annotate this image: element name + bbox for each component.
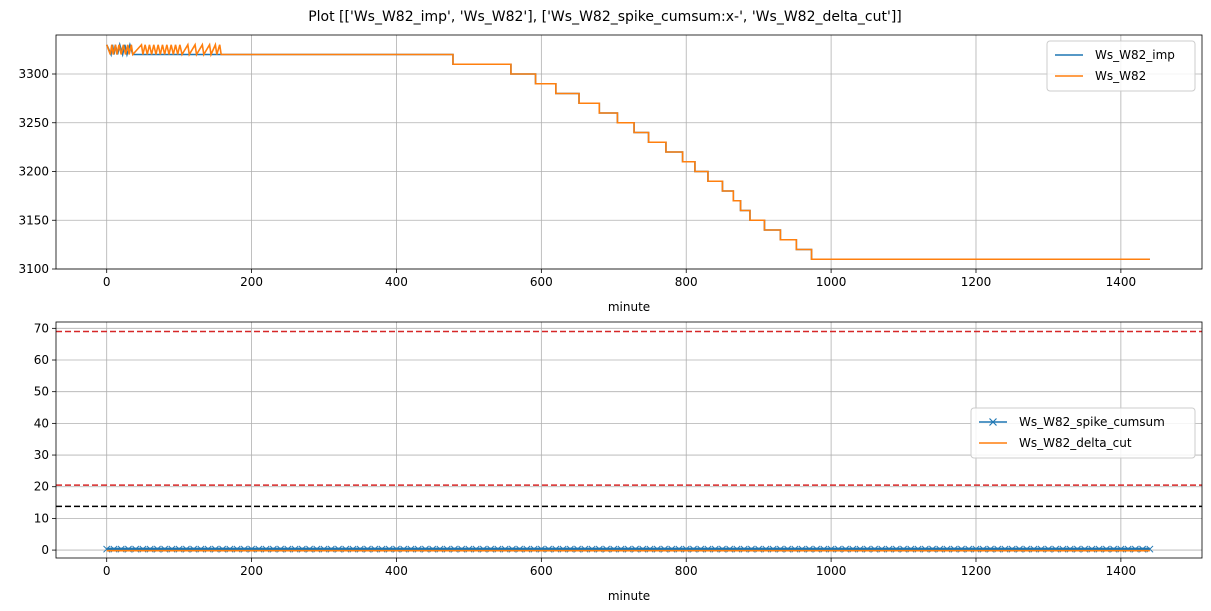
x-axis-title: minute [608,589,650,603]
legend-box [1046,40,1196,92]
x-tick-label: 800 [675,275,698,289]
x-tick-label: 1400 [1106,564,1137,578]
y-tick-label: 70 [34,321,49,335]
y-tick-label: 3200 [18,165,49,179]
y-tick-label: 3150 [18,213,49,227]
y-tick-label: 60 [34,353,49,367]
top-axes: 0 200 400 600 800 1000 1200 1400 3100 3150 3200 325… [18,34,1203,314]
y-tick-label: 3300 [18,67,49,81]
x-tick-label: 1400 [1106,275,1137,289]
y-tick-label: 30 [34,448,49,462]
x-tick-label: 0 [103,564,111,578]
y-tick-label: 20 [34,480,49,494]
legend-label: Ws_W82_delta_cut [1019,436,1132,450]
x-tick-label: 0 [103,275,111,289]
x-axis-title: minute [608,300,650,314]
x-tick-label: 1200 [961,275,992,289]
axes-frame [55,321,1203,559]
legend-label: Ws_W82 [1095,69,1146,83]
y-tick-label: 40 [34,416,49,430]
axes-frame [55,34,1203,270]
y-tick-label: 0 [41,543,49,557]
legend-label: Ws_W82_spike_cumsum [1019,415,1165,429]
x-tick-label: 600 [530,275,553,289]
legend-label: Ws_W82_imp [1095,48,1175,62]
y-tick-label: 3100 [18,262,49,276]
y-tick-label: 3250 [18,116,49,130]
legend-marker [989,418,997,426]
x-tick-label: 400 [385,564,408,578]
x-tick-label: 1200 [961,564,992,578]
x-tick-label: 1000 [816,564,847,578]
y-tick-label: 10 [34,511,49,525]
legend: Ws_W82_imp Ws_W82 [1046,40,1196,92]
y-tick-label: 50 [34,385,49,399]
figure-title: Plot [['Ws_W82_imp', 'Ws_W82'], ['Ws_W82… [308,9,902,25]
x-tick-label: 1000 [816,275,847,289]
x-tick-label: 800 [675,564,698,578]
x-tick-label: 200 [240,564,263,578]
x-tick-label: 200 [240,275,263,289]
x-tick-label: 600 [530,564,553,578]
legend: Ws_W82_spike_cumsum Ws_W82_delta_cut [970,407,1196,459]
legend-box [970,407,1196,459]
series-line-Ws_W82 [105,41,1150,261]
bottom-axes: 0 200 400 600 800 1000 1200 1400 0 10 20 30 40 50 60 70… [34,321,1203,603]
x-tick-label: 400 [385,275,408,289]
